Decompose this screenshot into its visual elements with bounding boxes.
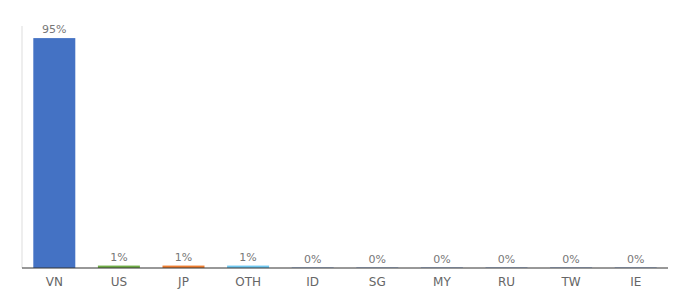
x-tick-label: RU (498, 275, 515, 289)
chart-svg: 95% 1% 1% 1% 0% 0% 0% 0% 0% 0% VN US JP OTH ID SG MY RU TW… (0, 0, 680, 300)
x-tick-label: VN (46, 275, 63, 289)
data-label: 1% (239, 251, 256, 264)
x-tick-label: OTH (235, 275, 261, 289)
data-label: 1% (175, 251, 192, 264)
data-label: 0% (304, 253, 321, 266)
chart-container: 95% 1% 1% 1% 0% 0% 0% 0% 0% 0% VN US JP OTH ID SG MY RU TW… (0, 0, 680, 300)
x-tick-label: IE (630, 275, 641, 289)
x-tick-label: TW (560, 275, 580, 289)
data-label: 0% (433, 253, 450, 266)
data-label: 1% (110, 251, 127, 264)
data-label: 0% (498, 253, 515, 266)
data-label: 0% (369, 253, 386, 266)
x-axis-line (22, 267, 668, 268)
data-label: 0% (627, 253, 644, 266)
x-tick-label: MY (433, 275, 451, 289)
data-label: 95% (42, 23, 66, 36)
x-tick-label: ID (306, 275, 319, 289)
x-tick-label: JP (177, 275, 189, 289)
y-axis-line (22, 26, 23, 268)
bar (33, 38, 75, 268)
bars (33, 38, 656, 268)
data-label: 0% (562, 253, 579, 266)
x-tick-label: US (111, 275, 127, 289)
x-tick-label: SG (369, 275, 386, 289)
